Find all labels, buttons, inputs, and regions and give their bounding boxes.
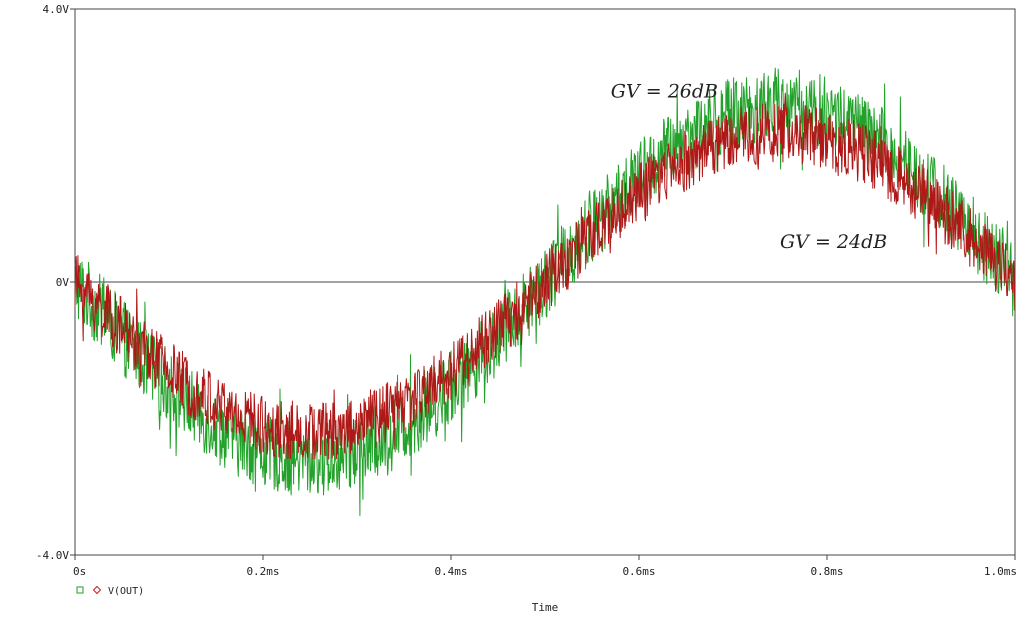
legend-label: V(OUT) — [108, 586, 144, 597]
x-tick-label: 0.4ms — [434, 565, 467, 578]
legend-square-marker — [76, 586, 84, 594]
x-axis-title: Time — [532, 601, 559, 614]
series-2-line — [74, 92, 1016, 460]
x-tick-label: 0.2ms — [246, 565, 279, 578]
y-tick-label: -4.0V — [36, 549, 69, 562]
x-tick-label: 0.6ms — [622, 565, 655, 578]
legend-diamond-marker — [92, 585, 102, 595]
gain-annotation: GV = 24dB — [780, 231, 887, 253]
series-1-line — [74, 67, 1016, 516]
gain-annotation: GV = 26dB — [611, 81, 718, 103]
x-tick-label: 0.8ms — [810, 565, 843, 578]
x-tick-label: 0s — [73, 565, 86, 578]
y-tick-label: 4.0V — [43, 3, 70, 16]
y-tick-label: 0V — [56, 276, 70, 289]
x-tick-label: 1.0ms — [984, 565, 1017, 578]
